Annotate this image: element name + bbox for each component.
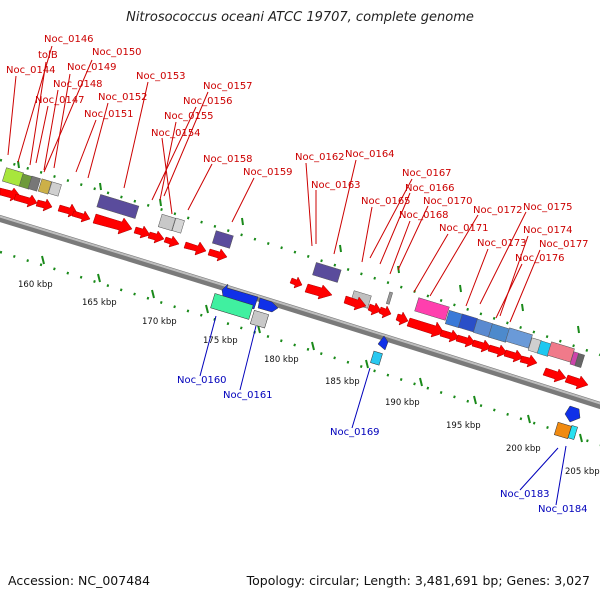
forward-gene-label[interactable]: Noc_0150 (92, 47, 142, 58)
forward-gene-label[interactable]: Noc_0168 (399, 210, 449, 221)
cog-boxes (2, 167, 585, 368)
forward-gene-label[interactable]: Noc_0175 (523, 202, 573, 213)
forward-callout-line (17, 45, 53, 163)
forward-gene-label[interactable]: Noc_0170 (423, 196, 473, 207)
forward-gene-label[interactable]: Noc_0173 (477, 238, 527, 249)
kbp-tick-label: 170 kbp (142, 317, 177, 327)
forward-callout-lines (7, 45, 541, 323)
forward-callout-line (429, 214, 479, 297)
forward-callout-line (333, 159, 357, 255)
forward-callout-line (389, 220, 411, 275)
forward-callout-line (369, 178, 413, 259)
forward-gene-label[interactable]: Noc_0155 (164, 111, 214, 122)
forward-callout-line (163, 91, 209, 197)
kbp-tick-label: 195 kbp (446, 421, 481, 431)
forward-genes (0, 187, 589, 390)
forward-callout-line (187, 163, 213, 211)
forward-callout-line (35, 105, 49, 164)
forward-callout-line (231, 177, 255, 223)
forward-gene-label[interactable]: Noc_0144 (6, 65, 56, 76)
forward-gene-label[interactable]: Noc_0162 (295, 152, 345, 163)
major-ticks (17, 160, 583, 443)
reverse-gene-label[interactable]: Noc_0169 (330, 427, 380, 438)
forward-callout-line (509, 249, 541, 323)
topology-summary: Topology: circular; Length: 3,481,691 bp… (246, 573, 590, 588)
forward-gene-label[interactable]: Noc_0156 (183, 96, 233, 107)
kbp-tick-label: 200 kbp (506, 444, 541, 454)
forward-gene-label[interactable]: Noc_0166 (405, 183, 455, 194)
forward-gene-label[interactable]: Noc_0167 (402, 168, 452, 179)
forward-gene-label[interactable]: Noc_0176 (515, 253, 565, 264)
genome-backbone (0, 214, 600, 410)
forward-gene-label[interactable]: Noc_0165 (361, 196, 411, 207)
forward-gene-label[interactable]: Noc_0149 (67, 62, 117, 73)
forward-callout-line (161, 137, 173, 215)
kbp-tick-label: 180 kbp (264, 355, 299, 365)
reverse-callout-line (351, 367, 371, 429)
forward-gene-label[interactable]: Noc_0151 (84, 109, 134, 120)
accession-text: Accession: NC_007484 (8, 573, 151, 588)
reverse-genes (210, 283, 581, 440)
forward-callout-line (361, 206, 373, 263)
reverse-callout-line (199, 315, 217, 377)
kbp-tick-label: 175 kbp (203, 336, 238, 346)
reverse-callout-line (555, 445, 567, 506)
reverse-gene-label[interactable]: Noc_0160 (177, 375, 227, 386)
forward-callout-line (379, 192, 411, 265)
forward-gene-label[interactable]: Noc_0153 (136, 71, 186, 82)
forward-callout-line (413, 233, 449, 293)
forward-callout-line (43, 59, 93, 173)
forward-callout-line (29, 61, 47, 166)
forward-gene-label[interactable]: Noc_0174 (523, 225, 573, 236)
reverse-gene-label[interactable]: Noc_0161 (223, 390, 273, 401)
forward-callout-line (43, 89, 59, 171)
forward-callout-line (75, 119, 97, 173)
reverse-callout-line (239, 325, 257, 391)
forward-callout-line (495, 263, 523, 319)
kbp-tick-label: 190 kbp (385, 398, 420, 408)
forward-callout-line (159, 121, 177, 201)
forward-callout-line (465, 248, 489, 307)
kbp-tick-label: 205 kbp (565, 467, 600, 477)
forward-gene-label[interactable]: Noc_0171 (439, 223, 489, 234)
forward-gene-label[interactable]: tolB (38, 50, 58, 61)
forward-callout-line (53, 73, 71, 169)
reverse-callout-lines (199, 315, 567, 506)
forward-gene-label[interactable]: Noc_0172 (473, 205, 523, 216)
forward-gene-label[interactable]: Noc_0152 (98, 92, 148, 103)
forward-gene-label[interactable]: Noc_0157 (203, 81, 253, 92)
forward-gene-label[interactable]: Noc_0163 (311, 180, 361, 191)
forward-callout-line (305, 162, 313, 247)
forward-callout-line (151, 106, 197, 201)
forward-gene-label[interactable]: Noc_0148 (53, 79, 103, 90)
outer-tick-row (0, 158, 600, 357)
forward-gene-label[interactable]: Noc_0147 (35, 95, 85, 106)
forward-gene-label[interactable]: Noc_0177 (539, 239, 589, 250)
reverse-gene-label[interactable]: Noc_0184 (538, 504, 588, 515)
forward-gene-label[interactable]: Noc_0164 (345, 149, 395, 160)
forward-callout-line (479, 211, 527, 305)
forward-callout-line (499, 235, 529, 317)
map-title: Nitrosococcus oceani ATCC 19707, complet… (126, 10, 474, 25)
forward-gene-label[interactable]: Noc_0159 (243, 167, 293, 178)
forward-gene-label[interactable]: Noc_0158 (203, 154, 253, 165)
forward-gene-label[interactable]: Noc_0154 (151, 128, 201, 139)
forward-callout-line (87, 102, 109, 179)
kbp-tick-label: 185 kbp (325, 377, 360, 387)
reverse-callout-line (519, 447, 559, 491)
forward-callout-line (123, 81, 149, 189)
forward-callout-line (397, 205, 429, 271)
reverse-gene-label[interactable]: Noc_0183 (500, 489, 550, 500)
kbp-tick-label: 165 kbp (82, 298, 117, 308)
kbp-tick-label: 160 kbp (18, 280, 53, 290)
forward-callout-line (7, 75, 17, 156)
forward-gene-label[interactable]: Noc_0146 (44, 34, 94, 45)
